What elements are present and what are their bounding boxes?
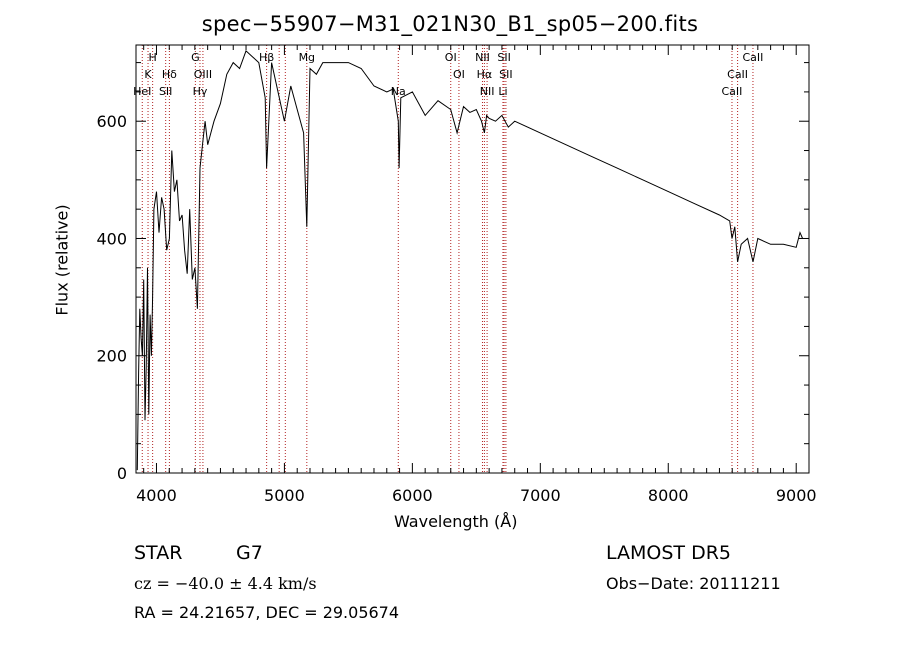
axis-tick-labels: 4000 5000 6000 7000 8000 9000 0 200 400 600 xyxy=(96,112,816,505)
marker-label-16: Hα xyxy=(477,68,493,81)
y-axis-label: Flux (relative) xyxy=(52,204,72,316)
marker-label-18: SII xyxy=(497,51,510,64)
coordinates-text: RA = 24.21657, DEC = 29.05674 xyxy=(134,603,400,622)
redshift-text: cz = −40.0 ± 4.4 km/s xyxy=(134,574,317,593)
x-tick-label: 5000 xyxy=(264,486,305,505)
x-tick-label: 8000 xyxy=(648,486,689,505)
y-tick-label: 0 xyxy=(117,464,127,483)
x-tick-label: 4000 xyxy=(136,486,177,505)
x-tick-label: 9000 xyxy=(776,486,817,505)
marker-label-23: CaII xyxy=(742,51,763,64)
marker-label-20: Li xyxy=(498,85,507,98)
marker-label-7: Hγ xyxy=(193,85,208,98)
y-tick-label: 200 xyxy=(96,347,127,366)
marker-label-2: H xyxy=(148,51,156,64)
marker-label-3: Hδ xyxy=(162,68,177,81)
y-tick-label: 600 xyxy=(96,112,127,131)
chart-title: spec−55907−M31_021N30_B1_sp05−200.fits xyxy=(201,12,699,36)
marker-label-15: NII xyxy=(475,51,490,64)
y-tick-label: 400 xyxy=(96,229,127,248)
object-class: STAR xyxy=(134,542,183,564)
observation-date: Obs−Date: 20111211 xyxy=(606,574,781,593)
x-axis-label: Wavelength (Å) xyxy=(394,512,518,531)
marker-label-14: OI xyxy=(453,68,465,81)
marker-label-1: K xyxy=(144,68,152,81)
x-tick-label: 7000 xyxy=(520,486,561,505)
marker-label-11: Mg xyxy=(299,51,315,64)
marker-label-5: G xyxy=(191,51,200,64)
plot-frame xyxy=(135,44,810,474)
survey-name: LAMOST DR5 xyxy=(606,542,731,564)
spectral-line-markers xyxy=(141,45,754,473)
axis-ticks xyxy=(136,45,810,474)
x-tick-label: 6000 xyxy=(392,486,433,505)
marker-label-13: OI xyxy=(445,51,457,64)
marker-label-22: CaII xyxy=(727,68,748,81)
object-subclass: G7 xyxy=(236,542,263,564)
spectrum-line xyxy=(136,50,804,471)
marker-label-17: NII xyxy=(480,85,495,98)
marker-label-19: SII xyxy=(499,68,512,81)
marker-label-21: CaII xyxy=(722,85,743,98)
marker-label-8: Hβ xyxy=(259,51,274,64)
marker-label-0: HeI xyxy=(133,85,151,98)
marker-label-4: SII xyxy=(159,85,172,98)
marker-label-6: OIII xyxy=(194,68,212,81)
